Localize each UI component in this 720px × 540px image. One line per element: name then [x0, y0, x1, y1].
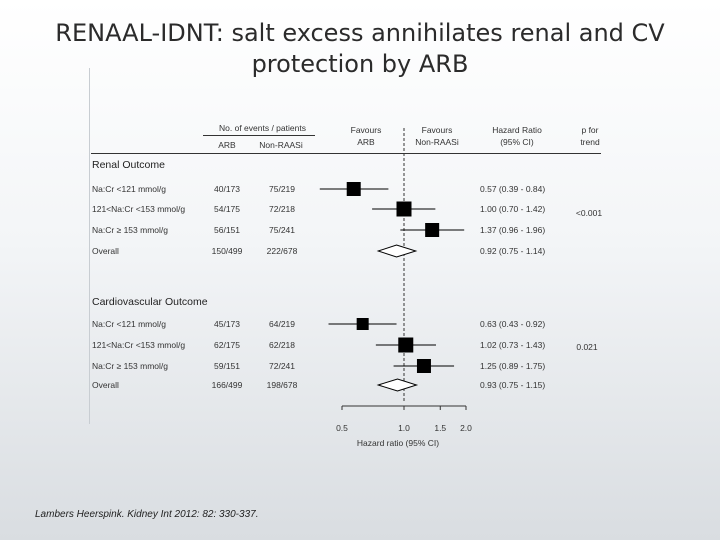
cell-hazard-ratio: 1.02 (0.73 - 1.43) [480, 340, 546, 350]
cell-arb: 150/499 [211, 246, 243, 256]
cell-hazard-ratio: 0.57 (0.39 - 0.84) [480, 184, 546, 194]
cell-hazard-ratio: 0.63 (0.43 - 0.92) [480, 319, 546, 329]
favours-nonraasi-header: Favours Non-RAASi [402, 124, 472, 148]
cell-nonraasi: 75/241 [269, 225, 295, 235]
row-label: Na:Cr ≥ 153 mmol/g [92, 361, 168, 371]
favours-arb-line-2: ARB [357, 137, 375, 147]
row-label: 121<Na:Cr <153 mmol/g [92, 204, 186, 214]
cell-hazard-ratio: 0.93 (0.75 - 1.15) [480, 380, 546, 390]
x-tick-label: 1.5 [434, 423, 446, 433]
hazard-ratio-line-1: Hazard Ratio [492, 125, 542, 135]
cell-hazard-ratio: 1.25 (0.89 - 1.75) [480, 361, 546, 371]
favours-arb-header: Favours ARB [336, 124, 396, 148]
row-label: Overall [92, 380, 119, 390]
cell-hazard-ratio: 1.00 (0.70 - 1.42) [480, 204, 546, 214]
point-estimate-square [398, 337, 414, 353]
cell-arb: 59/151 [214, 361, 240, 371]
hazard-ratio-header: Hazard Ratio (95% CI) [480, 124, 554, 148]
cell-nonraasi: 222/678 [266, 246, 298, 256]
cell-arb: 62/175 [214, 340, 240, 350]
p-trend-value: <0.001 [575, 208, 603, 218]
cell-nonraasi: 198/678 [266, 380, 298, 390]
x-axis-label: Hazard ratio (95% CI) [357, 438, 439, 448]
row-label: Na:Cr ≥ 153 mmol/g [92, 225, 168, 235]
point-estimate-square [356, 318, 369, 330]
p-trend-header: p for trend [568, 124, 612, 148]
title-line-2: protection by ARB [251, 50, 469, 78]
point-estimate-square [346, 182, 361, 196]
events-header-rule [203, 135, 315, 136]
cell-nonraasi: 64/219 [269, 319, 295, 329]
section-title-cardiovascular: Cardiovascular Outcome [92, 296, 208, 308]
point-estimate-square [396, 201, 412, 217]
cell-hazard-ratio: 0.92 (0.75 - 1.14) [480, 246, 546, 256]
p-trend-line-2: trend [580, 137, 600, 147]
row-label: 121<Na:Cr <153 mmol/g [92, 340, 186, 350]
x-tick-label: 0.5 [336, 423, 348, 433]
col-nonraasi-header: Non-RAASi [259, 140, 303, 150]
title-line-1: RENAAL-IDNT: salt excess annihilates ren… [55, 19, 665, 47]
cell-nonraasi: 75/219 [269, 184, 295, 194]
cell-arb: 166/499 [211, 380, 243, 390]
cell-arb: 40/173 [214, 184, 240, 194]
section-title-renal: Renal Outcome [92, 159, 165, 171]
x-tick-label: 1.0 [398, 423, 410, 433]
row-label: Na:Cr <121 mmol/g [92, 319, 166, 329]
header-rule [91, 153, 601, 154]
cell-arb: 56/151 [214, 225, 240, 235]
cell-arb: 54/175 [214, 204, 240, 214]
left-rule [89, 68, 90, 424]
cell-nonraasi: 72/218 [269, 204, 295, 214]
cell-hazard-ratio: 1.37 (0.96 - 1.96) [480, 225, 546, 235]
row-label: Overall [92, 246, 119, 256]
point-estimate-square [416, 359, 431, 373]
p-trend-value: 0.021 [576, 342, 598, 352]
hazard-ratio-line-2: (95% CI) [500, 137, 534, 147]
overall-diamond [376, 378, 419, 392]
events-header: No. of events / patients [219, 123, 306, 133]
cell-arb: 45/173 [214, 319, 240, 329]
favours-nonraasi-line-1: Favours [421, 125, 453, 135]
p-trend-line-1: p for [581, 125, 599, 135]
overall-diamond [376, 244, 418, 258]
row-label: Na:Cr <121 mmol/g [92, 184, 166, 194]
point-estimate-square [425, 223, 440, 237]
favours-nonraasi-line-2: Non-RAASi [415, 137, 459, 147]
citation: Lambers Heerspink. Kidney Int 2012: 82: … [35, 509, 259, 520]
favours-arb-line-1: Favours [350, 125, 382, 135]
cell-nonraasi: 62/218 [269, 340, 295, 350]
slide-title: RENAAL-IDNT: salt excess annihilates ren… [40, 18, 680, 80]
col-arb-header: ARB [218, 140, 236, 150]
x-tick-label: 2.0 [460, 423, 472, 433]
cell-nonraasi: 72/241 [269, 361, 295, 371]
